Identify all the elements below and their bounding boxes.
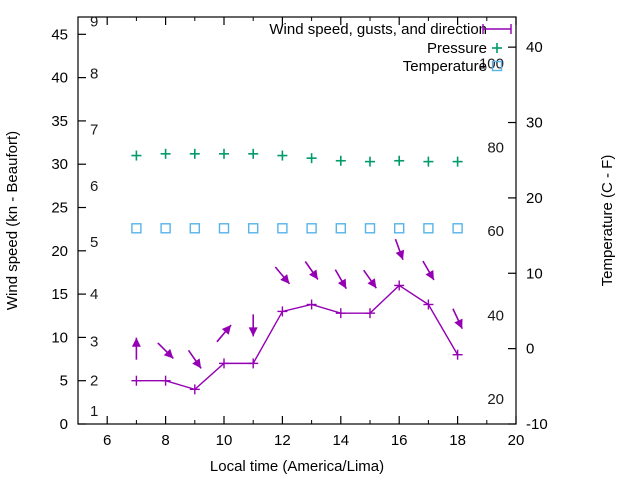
temperature-series xyxy=(131,223,463,234)
x-tick-label: 6 xyxy=(103,432,111,449)
fahrenheit-label: 80 xyxy=(487,139,504,156)
wind-direction-head xyxy=(248,327,258,337)
y-tick-label: 40 xyxy=(51,70,68,87)
beaufort-inner-labels: 1 2 3 4 5 6 7 8 9 xyxy=(90,13,98,420)
wind-direction-head xyxy=(337,278,347,289)
beaufort-label: 6 xyxy=(90,178,98,195)
temperature-point xyxy=(394,223,405,234)
temperature-point xyxy=(189,223,201,234)
y2-tick-label: 20 xyxy=(526,190,543,207)
temperature-point xyxy=(160,223,171,234)
temperature-point xyxy=(218,223,230,234)
fahrenheit-inner-labels: 20 40 60 80 100 xyxy=(479,56,504,408)
wind-direction-head xyxy=(280,274,290,284)
y2-tick-label: 40 xyxy=(526,39,543,56)
wind-direction-head xyxy=(131,337,141,347)
y-tick-label: 10 xyxy=(51,329,68,346)
temperature-point xyxy=(364,223,376,234)
x-tick-label: 20 xyxy=(508,432,525,449)
wind-direction-head xyxy=(425,269,434,281)
wind-direction-head xyxy=(454,318,463,329)
fahrenheit-label: 40 xyxy=(487,307,504,324)
beaufort-label: 1 xyxy=(90,403,98,420)
beaufort-label: 2 xyxy=(90,373,98,390)
wind-direction-head xyxy=(395,249,405,260)
beaufort-label: 3 xyxy=(90,334,98,351)
y-tick-label: 0 xyxy=(60,416,68,433)
beaufort-label: 9 xyxy=(90,13,98,30)
legend-label: Pressure xyxy=(427,40,487,57)
wind-direction-arrows xyxy=(131,238,463,369)
wind-direction-head xyxy=(163,348,174,359)
legend-square xyxy=(491,60,503,72)
y-tick-label: 5 xyxy=(60,373,68,390)
y-tick-label: 30 xyxy=(51,156,68,173)
wind-direction-head xyxy=(221,324,232,335)
legend-label: Temperature xyxy=(403,58,487,75)
temperature-point xyxy=(423,223,434,234)
beaufort-label: 8 xyxy=(90,65,98,82)
x-tick-label: 14 xyxy=(332,432,349,449)
beaufort-label: 4 xyxy=(90,286,98,303)
x-axis-title: Local time (America/Lima) xyxy=(210,458,384,475)
plot-border xyxy=(77,16,517,425)
y-tick-label: 45 xyxy=(51,26,68,43)
x-tick-label: 12 xyxy=(274,432,291,449)
temperature-point xyxy=(306,223,317,234)
y2-axis-ticks: -10 0 10 20 30 40 xyxy=(508,39,548,433)
pressure-series xyxy=(131,148,463,167)
y2-tick-label: 30 xyxy=(526,115,543,132)
temperature-point xyxy=(131,223,142,234)
wind-speed-series xyxy=(131,280,463,395)
beaufort-label: 7 xyxy=(90,122,98,139)
fahrenheit-label: 20 xyxy=(487,391,504,408)
wind-direction-head xyxy=(192,358,202,369)
temperature-point xyxy=(452,223,463,234)
y-axis-title: Wind speed (kn - Beaufort) xyxy=(4,131,21,310)
beaufort-label: 5 xyxy=(90,234,98,251)
legend-label: Wind speed, gusts, and direction xyxy=(269,21,487,38)
wind-direction-head xyxy=(309,269,318,280)
y2-tick-label: -10 xyxy=(526,416,548,433)
axis-titles: Local time (America/Lima) Wind speed (kn … xyxy=(4,131,616,475)
x-tick-label: 8 xyxy=(161,432,169,449)
temperature-point xyxy=(335,223,346,234)
y-tick-label: 35 xyxy=(51,113,68,130)
temperature-point xyxy=(277,223,288,234)
y-axis-ticks: 0 5 10 15 20 25 30 35 40 45 xyxy=(51,26,86,433)
plot-frame xyxy=(77,16,517,425)
x-tick-label: 18 xyxy=(449,432,466,449)
fahrenheit-label: 60 xyxy=(487,223,504,240)
fahrenheit-label: 100 xyxy=(479,56,504,73)
y-tick-label: 20 xyxy=(51,243,68,260)
temperature-point xyxy=(247,223,259,234)
chart-legend: Wind speed, gusts, and direction Pressure… xyxy=(269,21,512,75)
x-tick-label: 10 xyxy=(216,432,233,449)
y2-tick-label: 0 xyxy=(526,341,534,358)
y2-axis-title: Temperature (C - F) xyxy=(599,155,616,287)
y-tick-label: 25 xyxy=(51,200,68,217)
y2-tick-label: 10 xyxy=(526,265,543,282)
wind-direction-head xyxy=(367,278,377,289)
x-axis-ticks: 6 8 10 12 14 16 18 20 xyxy=(103,17,524,449)
x-tick-label: 16 xyxy=(391,432,408,449)
y-tick-label: 15 xyxy=(51,286,68,303)
wind-speed-line xyxy=(136,284,459,391)
